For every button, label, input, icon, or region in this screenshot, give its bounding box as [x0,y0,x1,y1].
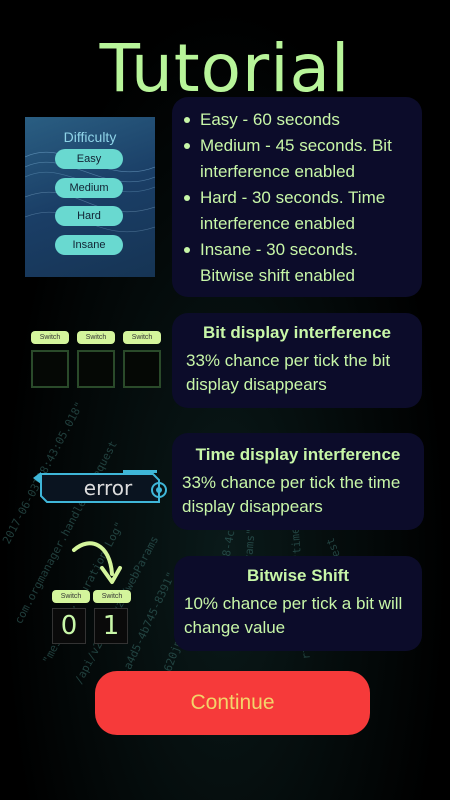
page-title: Tutorial [99,30,351,107]
difficulty-list-item: Insane - 30 seconds. Bitwise shift enabl… [180,237,414,289]
bitwise-shift-text: 10% chance per tick a bit will change va… [184,594,403,637]
difficulty-preview-image: Difficulty Easy Medium Hard Insane [25,117,155,277]
error-label: error [83,476,133,500]
switch-button: Switch [52,590,90,603]
bitwise-shift-heading: Bitwise Shift [246,566,349,585]
bitwise-shift-panel: Bitwise Shift 10% chance per tick a bit … [174,556,422,651]
difficulty-list-item: Medium - 45 seconds. Bit interference en… [180,133,414,185]
time-display-error: error [33,468,167,508]
bit-display-heading: Bit display interference [202,323,391,342]
time-display-text: 33% chance per tick the time display dis… [182,473,401,516]
continue-button[interactable]: Continue [95,671,370,735]
switch-button: Switch [31,331,69,344]
difficulty-insane-button: Insane [55,235,123,255]
difficulty-list-item: Hard - 30 seconds. Time interference ena… [180,185,414,237]
hud-gear-icon [151,482,167,498]
switch-button: Switch [93,590,131,603]
difficulty-hard-button: Hard [55,206,123,226]
difficulty-list-item: Easy - 60 seconds [180,107,414,133]
hidden-bit-display [31,350,69,388]
curved-arrow-icon [72,541,122,584]
difficulty-medium-button: Medium [55,178,123,198]
time-display-heading: Time display interference [195,445,401,464]
switch-button: Switch [123,331,161,344]
bit-value: 0 [52,608,86,644]
hidden-bit-display [77,350,115,388]
bit-display-text: 33% chance per tick the bit display disa… [186,351,391,394]
bit-display-panel: Bit display interference 33% chance per … [172,313,422,408]
hud-frame-icon [33,470,160,503]
difficulty-easy-button: Easy [55,149,123,169]
hidden-bit-display [123,350,161,388]
time-display-panel: Time display interference 33% chance per… [172,433,424,530]
difficulty-info-panel: Easy - 60 seconds Medium - 45 seconds. B… [172,97,422,297]
bit-value: 1 [94,608,128,644]
switch-button: Switch [77,331,115,344]
difficulty-header: Difficulty [63,129,117,145]
